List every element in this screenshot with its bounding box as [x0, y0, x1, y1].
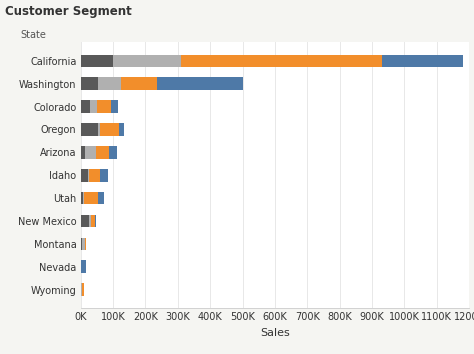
Bar: [81, 100, 90, 113]
Bar: [96, 146, 109, 159]
Bar: [181, 55, 382, 67]
Bar: [111, 100, 118, 113]
Bar: [84, 192, 98, 204]
Bar: [109, 146, 117, 159]
Bar: [98, 192, 104, 204]
Bar: [121, 78, 157, 90]
Text: Customer Segment: Customer Segment: [5, 5, 131, 18]
Bar: [81, 78, 99, 90]
Bar: [113, 55, 181, 67]
Bar: [98, 100, 111, 113]
Bar: [99, 123, 100, 136]
Bar: [85, 238, 86, 250]
Bar: [100, 169, 108, 182]
Bar: [95, 215, 96, 227]
Bar: [81, 55, 113, 67]
Bar: [90, 100, 98, 113]
Bar: [81, 215, 89, 227]
X-axis label: Sales: Sales: [260, 328, 290, 338]
Bar: [81, 238, 82, 250]
Bar: [82, 238, 85, 250]
Bar: [99, 78, 121, 90]
Bar: [119, 123, 124, 136]
Bar: [85, 146, 96, 159]
Bar: [81, 261, 86, 273]
Bar: [89, 169, 100, 182]
Bar: [382, 55, 463, 67]
Bar: [88, 169, 89, 182]
Bar: [81, 123, 99, 136]
Bar: [81, 192, 83, 204]
Bar: [91, 215, 95, 227]
Text: State: State: [20, 30, 46, 40]
Bar: [81, 146, 85, 159]
Bar: [83, 192, 84, 204]
Bar: [157, 78, 243, 90]
Bar: [100, 123, 119, 136]
Bar: [81, 283, 82, 296]
Bar: [81, 169, 88, 182]
Bar: [82, 283, 84, 296]
Bar: [89, 215, 91, 227]
